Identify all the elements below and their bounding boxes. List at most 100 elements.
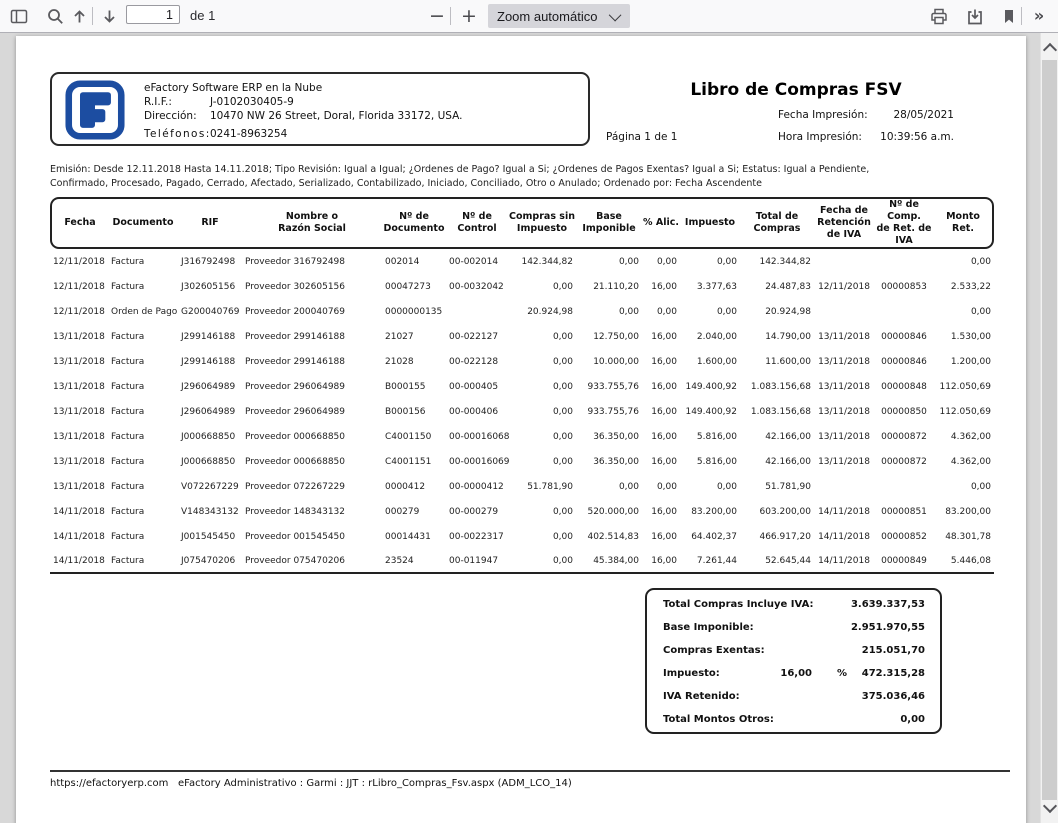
table-cell: V072267229 xyxy=(181,481,239,492)
table-cell: 13/11/2018 xyxy=(818,331,870,342)
filter-criteria: Emisión: Desde 12.11.2018 Hasta 14.11.20… xyxy=(50,163,869,191)
footer-url-link[interactable]: https://efactoryerp.com xyxy=(50,778,169,789)
table-cell: 0,00 xyxy=(618,256,639,267)
table-cell: C4001150 xyxy=(385,431,432,442)
phones-value: 0241-8963254 xyxy=(210,128,288,140)
table-cell: 0,00 xyxy=(716,306,737,317)
col-alicuota: % Alic. xyxy=(642,197,680,249)
table-cell: 00000850 xyxy=(881,406,927,417)
filter-line-1: Emisión: Desde 12.11.2018 Hasta 14.11.20… xyxy=(50,164,870,175)
sidebar-toggle-button[interactable] xyxy=(6,3,32,29)
table-cell: J001545450 xyxy=(181,531,236,542)
table-cell: Factura xyxy=(111,281,145,292)
table-cell: B000155 xyxy=(385,381,426,392)
bookmark-button[interactable] xyxy=(996,3,1022,29)
table-cell: 5.816,00 xyxy=(696,431,737,442)
table-cell: 1.530,00 xyxy=(950,331,991,342)
table-cell: 21028 xyxy=(385,356,414,367)
table-row: 14/11/2018 Factura V148343132 Proveedor 148… xyxy=(50,499,994,524)
scroll-down-icon[interactable] xyxy=(1042,798,1058,814)
plus-icon: + xyxy=(461,4,477,27)
table-cell: 0,00 xyxy=(552,506,573,517)
table-cell: 00-0000412 xyxy=(449,481,504,492)
table-cell: 16,00 xyxy=(651,506,677,517)
table-cell: Proveedor 299146188 xyxy=(245,356,345,367)
table-cell: Factura xyxy=(111,531,145,542)
table-cell: Proveedor 001545450 xyxy=(245,531,345,542)
download-icon xyxy=(966,8,984,25)
table-cell: B000156 xyxy=(385,406,426,417)
scroll-up-icon[interactable] xyxy=(1042,42,1058,58)
toolbar-divider xyxy=(92,7,93,25)
next-page-button[interactable] xyxy=(96,3,122,29)
zoom-in-button[interactable]: + xyxy=(456,3,482,29)
table-cell: 5.816,00 xyxy=(696,456,737,467)
table-cell: 933.755,76 xyxy=(587,406,639,417)
table-cell: 12/11/2018 xyxy=(53,281,105,292)
table-cell: 402.514,83 xyxy=(587,531,639,542)
page-count-label: de 1 xyxy=(190,8,216,23)
table-cell: 0,00 xyxy=(552,331,573,342)
table-cell: J000668850 xyxy=(181,431,236,442)
table-row: 13/11/2018 Factura J296064989 Proveedor 296… xyxy=(50,374,994,399)
table-cell: 16,00 xyxy=(651,281,677,292)
totals-value: 3.639.337,53 xyxy=(850,599,925,610)
totals-value: 215.051,70 xyxy=(861,645,925,656)
table-cell: 149.400,92 xyxy=(685,381,737,392)
table-cell: 14/11/2018 xyxy=(53,531,105,542)
table-cell: 42.166,00 xyxy=(765,456,811,467)
table-body: 12/11/2018 Factura J316792498 Proveedor 316… xyxy=(50,249,994,574)
company-info: eFactory Software ERP en la Nube R.I.F.:… xyxy=(144,81,462,141)
table-cell: 00-022128 xyxy=(449,356,499,367)
table-cell: 0,00 xyxy=(552,356,573,367)
table-cell: 0,00 xyxy=(716,256,737,267)
col-monto-ret: Monto Ret. xyxy=(934,197,994,249)
more-tools-button[interactable]: » xyxy=(1026,3,1052,29)
table-cell: Factura xyxy=(111,431,145,442)
print-button[interactable] xyxy=(926,3,952,29)
col-fecha: Fecha xyxy=(50,197,108,249)
table-cell: 00000872 xyxy=(881,456,927,467)
table-cell: Factura xyxy=(111,406,145,417)
table-cell: 14/11/2018 xyxy=(53,506,105,517)
page-indicator: Página 1 de 1 xyxy=(606,131,678,143)
table-cell: 0,00 xyxy=(970,306,991,317)
search-button[interactable] xyxy=(42,3,68,29)
print-date-label: Fecha Impresión: xyxy=(778,109,868,121)
download-button[interactable] xyxy=(962,3,988,29)
table-cell: 16,00 xyxy=(642,549,680,574)
table-cell: 0,00 xyxy=(552,406,573,417)
table-cell: 13/11/2018 xyxy=(818,381,870,392)
zoom-select[interactable]: Zoom automático xyxy=(488,4,630,28)
table-cell: Factura xyxy=(108,549,178,574)
table-cell: 0,00 xyxy=(552,381,573,392)
table-cell: 00000846 xyxy=(881,356,927,367)
table-cell: 112.050,69 xyxy=(939,381,991,392)
page-number-input[interactable] xyxy=(126,5,180,24)
table-cell: 4.362,00 xyxy=(950,431,991,442)
zoom-out-button[interactable]: − xyxy=(424,3,450,29)
table-cell: G200040769 xyxy=(181,306,240,317)
table-cell: Factura xyxy=(111,331,145,342)
table-cell: 933.755,76 xyxy=(587,381,639,392)
table-row: 13/11/2018 Factura J000668850 Proveedor 000… xyxy=(50,424,994,449)
table-cell: 21.110,20 xyxy=(593,281,639,292)
vertical-scrollbar[interactable] xyxy=(1040,33,1058,823)
table-cell: 13/11/2018 xyxy=(818,406,870,417)
table-cell xyxy=(814,249,874,274)
table-cell: 2.533,22 xyxy=(950,281,991,292)
table-row: 13/11/2018 Factura J000668850 Proveedor 000… xyxy=(50,449,994,474)
table-cell: 13/11/2018 xyxy=(53,456,105,467)
table-cell: J296064989 xyxy=(181,406,236,417)
phones-label: Teléfonos: xyxy=(144,128,211,140)
table-cell: 20.924,98 xyxy=(527,306,573,317)
scrollbar-thumb[interactable] xyxy=(1042,60,1057,800)
previous-page-button[interactable] xyxy=(66,3,92,29)
search-icon xyxy=(47,8,64,25)
table-cell: Factura xyxy=(111,456,145,467)
toolbar-divider xyxy=(450,7,451,25)
table-cell: 12.750,00 xyxy=(593,331,639,342)
table-cell: 13/11/2018 xyxy=(53,481,105,492)
table-cell: 13/11/2018 xyxy=(53,406,105,417)
table-cell: 16,00 xyxy=(651,381,677,392)
